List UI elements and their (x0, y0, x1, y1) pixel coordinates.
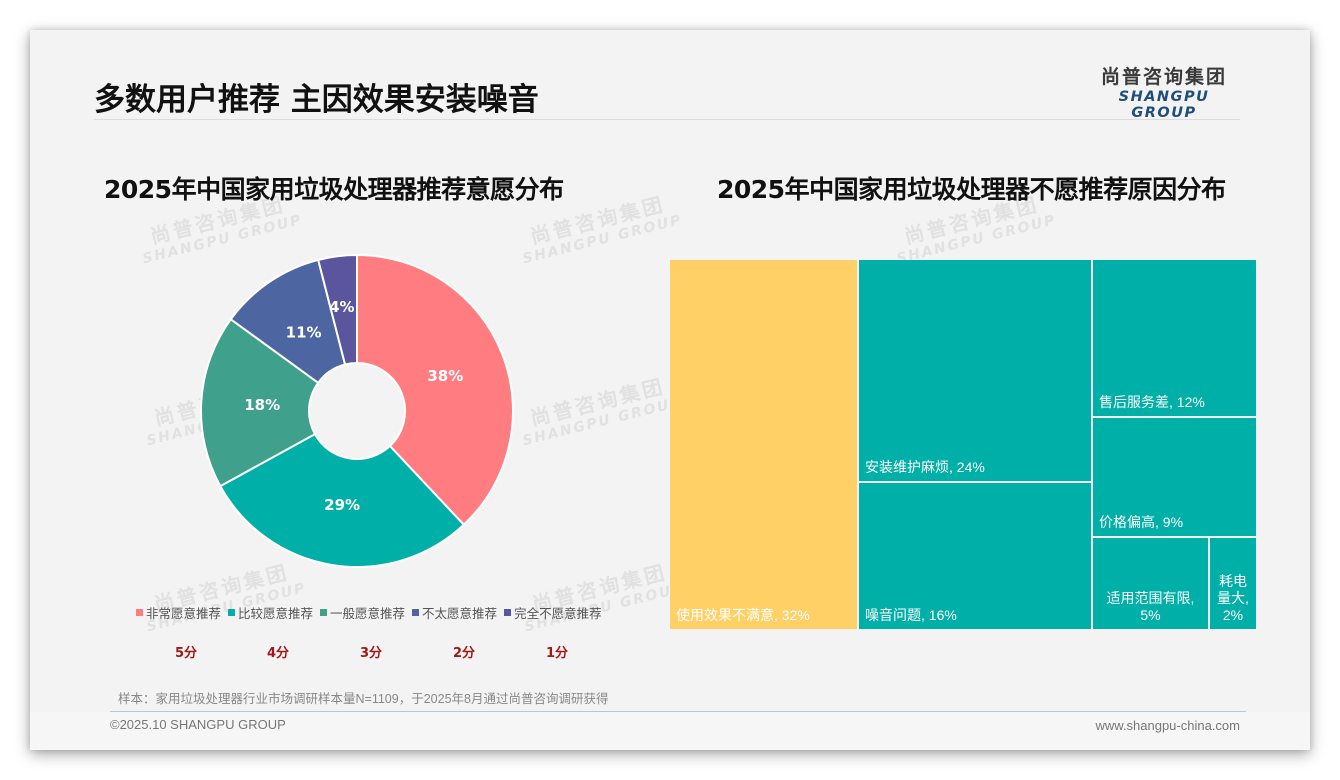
page-title: 多数用户推荐 主因效果安装噪音 (94, 82, 539, 118)
legend-item: 完全不愿意推荐 (504, 603, 602, 622)
treemap-tile-scope: 适用范围有限, 5% (1093, 538, 1208, 629)
treemap-tile-price: 价格偏高, 9% (1093, 418, 1256, 536)
legend-swatch-icon (412, 609, 420, 616)
donut-slice (356, 253, 514, 527)
donut-slices (200, 253, 514, 568)
website-link[interactable]: www.shangpu-china.com (1095, 718, 1240, 733)
title-divider (94, 119, 1240, 120)
legend-item: 非常愿意推荐 (136, 603, 221, 622)
donut-slice (218, 432, 466, 568)
treemap-tile-power: 耗电 量大, 2% (1210, 538, 1256, 629)
footer (30, 712, 1310, 750)
copyright-text: ©2025.10 SHANGPU GROUP (110, 717, 286, 732)
slide: 尚普咨询集团 SHANGPU GROUP 尚普咨询集团 SHANGPU GROU… (30, 30, 1310, 750)
donut-slice (316, 253, 358, 366)
legend-item: 比较愿意推荐 (228, 603, 313, 622)
slice-value-label: 18% (244, 396, 280, 414)
score-row: 5分 4分 3分 2分 1分 (136, 642, 696, 662)
logo-cn-text: 尚普咨询集团 (1100, 66, 1227, 88)
score-label: 2分 (452, 646, 476, 661)
score-label: 1分 (545, 646, 569, 661)
treemap-tile-noise: 噪音问题, 16% (859, 483, 1091, 629)
left-chart-title: 2025年中国家用垃圾处理器推荐意愿分布 (104, 175, 564, 204)
legend-item: 一般愿意推荐 (320, 603, 405, 622)
slice-value-label: 29% (324, 496, 360, 514)
legend-item: 不太愿意推荐 (412, 603, 497, 622)
logo-en-text: SHANGPU GROUP (1118, 89, 1210, 121)
slice-value-label: 4% (329, 298, 354, 316)
watermark: 尚普咨询集团 SHANGPU GROUP (520, 373, 685, 450)
company-logo: 尚普咨询集团 SHANGPU GROUP (1088, 65, 1240, 121)
treemap-tile-install: 安装维护麻烦, 24% (859, 260, 1091, 481)
donut-slice (229, 258, 347, 385)
score-label: 4分 (266, 646, 290, 661)
watermark: 尚普咨询集团 SHANGPU GROUP (522, 559, 687, 636)
chart-legend: 非常愿意推荐 比较愿意推荐 一般愿意推荐 不太愿意推荐 完全不愿意推荐 (136, 603, 656, 622)
score-label: 5分 (174, 646, 198, 661)
legend-swatch-icon (320, 609, 328, 616)
right-chart-title: 2025年中国家用垃圾处理器不愿推荐原因分布 (717, 175, 1226, 204)
slice-value-label: 38% (427, 367, 463, 385)
donut-chart: 38% 29% 18% 11% 4% (200, 253, 514, 568)
legend-swatch-icon (504, 609, 512, 616)
treemap-chart: 使用效果不满意, 32% 安装维护麻烦, 24% 噪音问题, 16% 售后服务差… (670, 260, 1256, 629)
donut-labels: 38% 29% 18% 11% 4% (244, 298, 463, 514)
slice-value-label: 11% (286, 323, 322, 341)
treemap-tile-service: 售后服务差, 12% (1093, 260, 1256, 416)
sample-note: 样本：家用垃圾处理器行业市场调研样本量N=1109，于2025年8月通过尚普咨询… (118, 692, 609, 706)
score-label: 3分 (359, 646, 383, 661)
footer-divider (110, 711, 1246, 712)
legend-swatch-icon (228, 609, 236, 616)
legend-swatch-icon (136, 609, 143, 616)
treemap-tile-effect: 使用效果不满意, 32% (670, 260, 857, 629)
donut-slice (200, 317, 320, 488)
